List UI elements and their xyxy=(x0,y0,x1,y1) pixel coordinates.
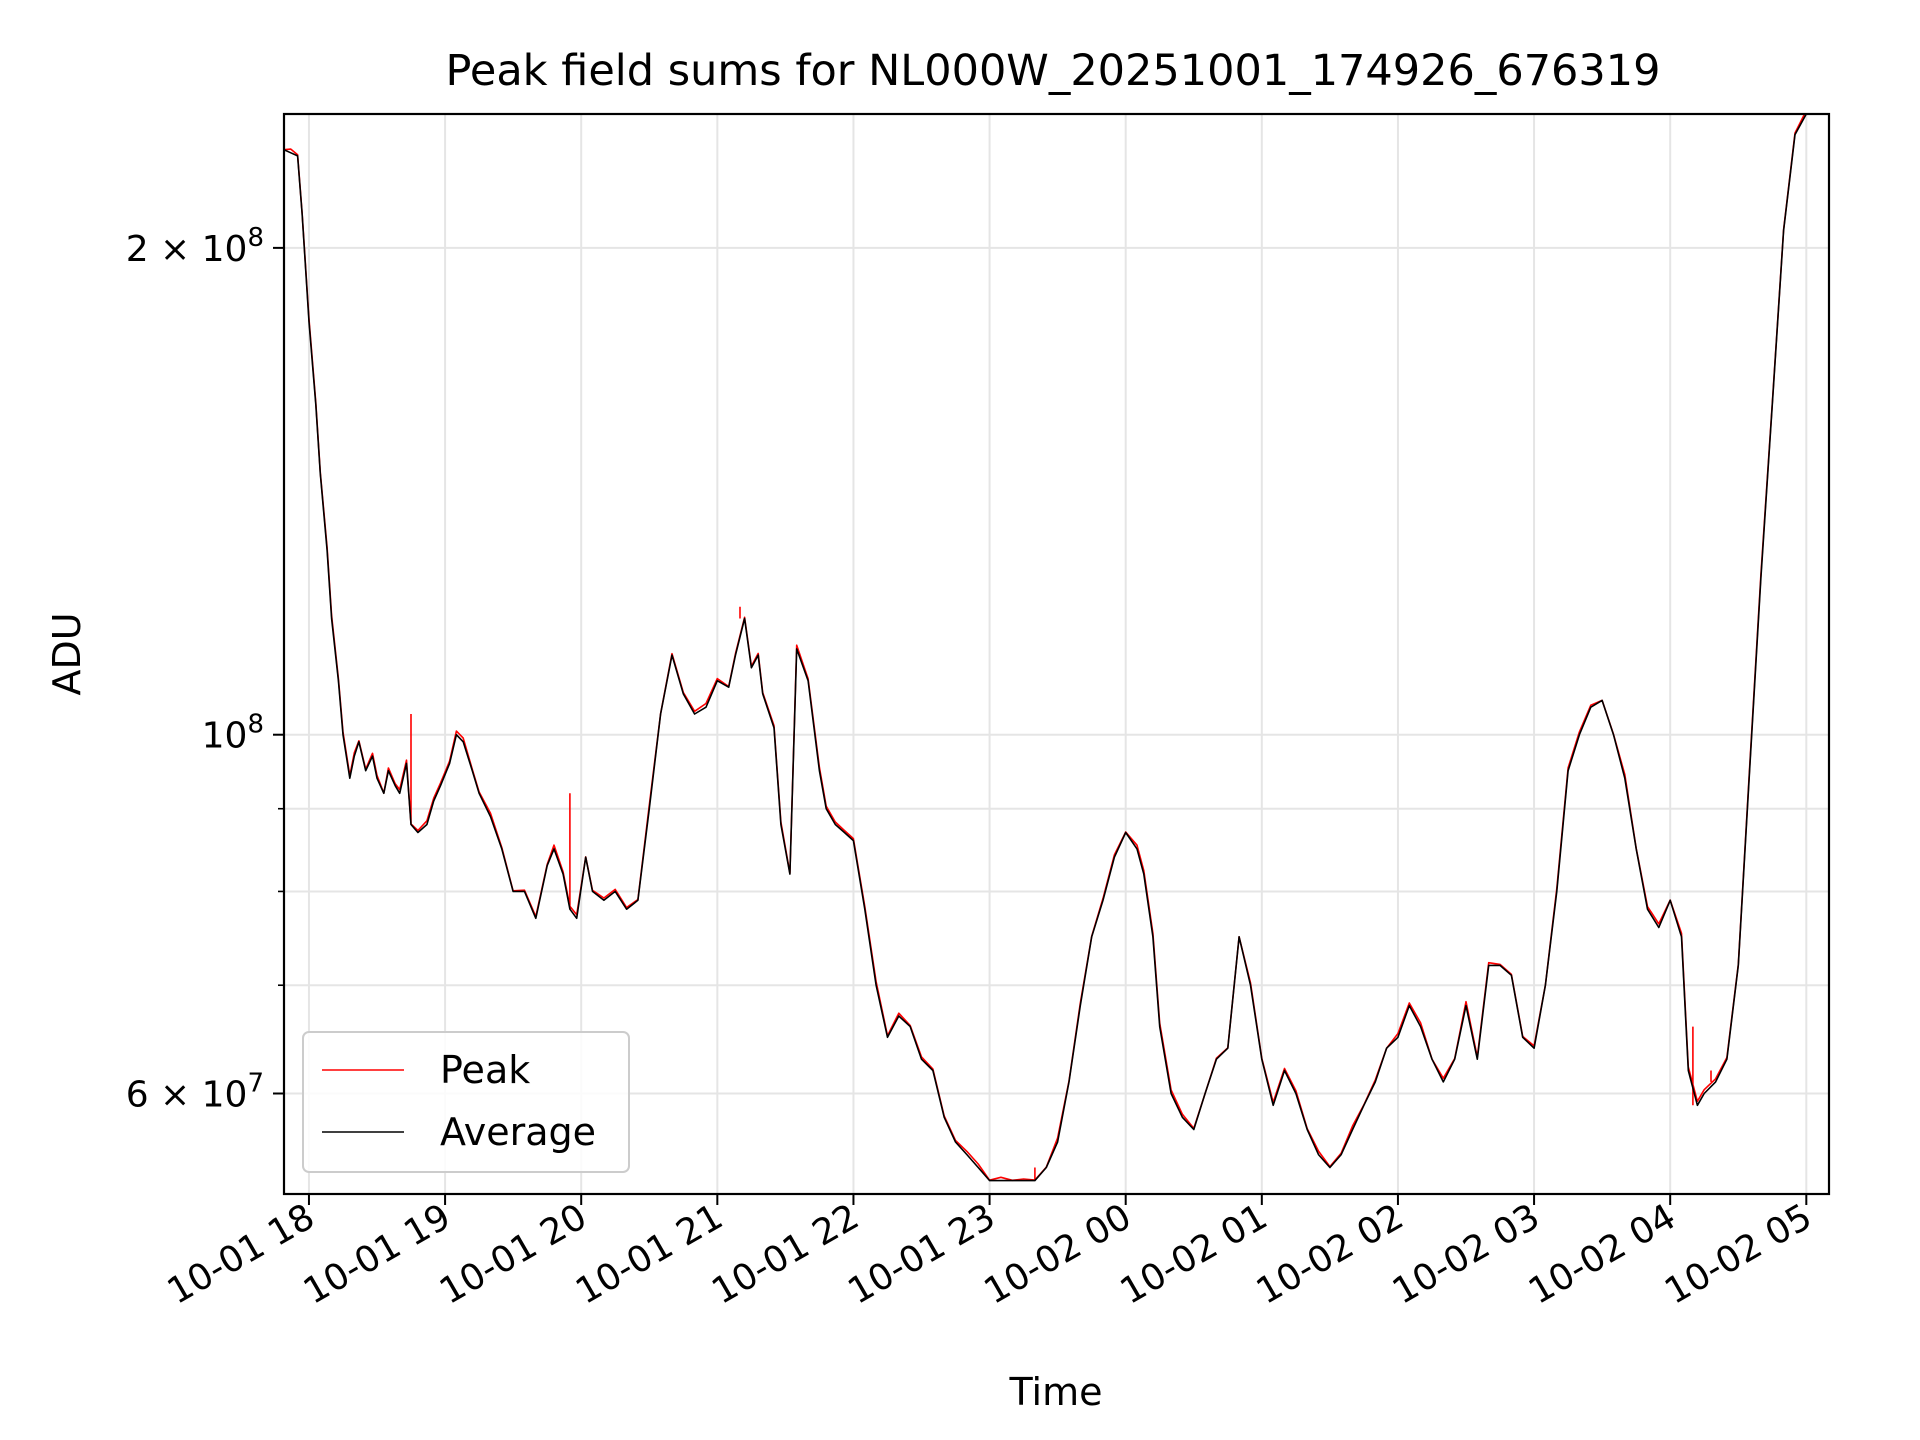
y-tick-base: 2 × 10 xyxy=(126,229,248,270)
y-tick-exponent: 8 xyxy=(247,710,264,740)
series-lines xyxy=(284,114,1808,1182)
y-tick-exponent: 7 xyxy=(247,1068,264,1098)
y-tick-base: 6 × 10 xyxy=(126,1074,248,1115)
y-tick-label: 108 xyxy=(202,710,264,757)
y-axis-label: ADU xyxy=(45,612,89,695)
legend[interactable]: Peak Average xyxy=(302,1031,630,1173)
series-line-average xyxy=(284,114,1808,1182)
plot-frame xyxy=(282,112,1831,1196)
y-tick-base: 10 xyxy=(202,716,248,757)
legend-label-average: Average xyxy=(440,1110,596,1154)
y-tick-label: 2 × 108 xyxy=(126,223,264,270)
legend-label-peak: Peak xyxy=(440,1048,530,1092)
chart-title: Peak field sums for NL000W_20251001_1749… xyxy=(445,46,1660,96)
legend-box xyxy=(302,1031,630,1173)
y-tick-label: 6 × 107 xyxy=(126,1068,264,1115)
x-axis-label: Time xyxy=(1009,1370,1103,1414)
y-tick-exponent: 8 xyxy=(247,223,264,253)
